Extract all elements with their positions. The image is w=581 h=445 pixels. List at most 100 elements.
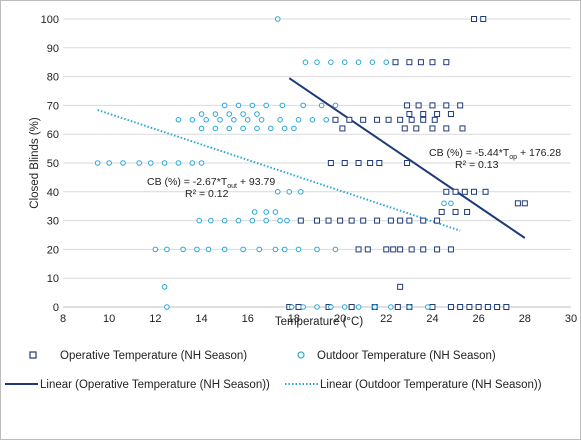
outdoor-point xyxy=(162,161,167,166)
outdoor-point xyxy=(407,305,412,310)
operative-point xyxy=(515,201,520,206)
operative-point xyxy=(439,209,444,214)
operative-point xyxy=(430,126,435,131)
outdoor-point xyxy=(280,103,285,108)
y-tick-label: 10 xyxy=(47,273,59,285)
outdoor-point xyxy=(162,285,167,290)
outdoor-point xyxy=(250,103,255,108)
outdoor-point xyxy=(442,201,447,206)
legend-operative-linear-label: Linear (Operative Temperature (NH Season… xyxy=(40,379,270,391)
operative-point xyxy=(296,305,301,310)
outdoor-point xyxy=(206,247,211,252)
outdoor-point xyxy=(227,112,232,117)
operative-point xyxy=(444,103,449,108)
outdoor-point xyxy=(190,118,195,123)
x-axis-title: Temperature (°C) xyxy=(275,316,363,328)
operative-point xyxy=(458,305,463,310)
operative-point xyxy=(448,305,453,310)
outdoor-point xyxy=(241,112,246,117)
x-tick-label: 8 xyxy=(60,313,66,325)
outdoor-point xyxy=(342,60,347,65)
operative-point xyxy=(435,247,440,252)
outdoor-point xyxy=(384,60,389,65)
outdoor-point xyxy=(264,210,269,215)
outdoor-point xyxy=(301,305,306,310)
operative-point xyxy=(444,60,449,65)
operative-point xyxy=(333,117,338,122)
operative-point xyxy=(356,247,361,252)
y-tick-label: 80 xyxy=(47,72,59,84)
outdoor-point xyxy=(257,247,262,252)
outdoor-point xyxy=(208,218,213,223)
outdoor-point xyxy=(190,161,195,166)
operative-point xyxy=(365,247,370,252)
operative-point xyxy=(393,60,398,65)
x-tick-label: 28 xyxy=(519,313,531,325)
outdoor-point xyxy=(241,126,246,131)
operative-point xyxy=(326,218,331,223)
x-tick-label: 14 xyxy=(195,313,207,325)
operative-point xyxy=(453,209,458,214)
operative-point xyxy=(375,218,380,223)
outdoor-point xyxy=(287,190,292,195)
operative-point xyxy=(462,189,467,194)
x-tick-label: 12 xyxy=(149,313,161,325)
x-tick-label: 22 xyxy=(380,313,392,325)
outdoor-point xyxy=(370,60,375,65)
operative-point xyxy=(409,247,414,252)
outdoor-point xyxy=(204,118,209,123)
y-tick-label: 0 xyxy=(53,302,59,314)
outdoor-point xyxy=(342,305,347,310)
y-tick-label: 50 xyxy=(47,158,59,170)
outdoor-point xyxy=(315,305,320,310)
outdoor-point xyxy=(165,305,170,310)
outdoor-point xyxy=(275,190,280,195)
y-axis-title: Closed Blinds (%) xyxy=(29,117,41,209)
operative-point xyxy=(395,305,400,310)
outdoor-point xyxy=(148,161,153,166)
operative-point xyxy=(361,117,366,122)
outdoor-point xyxy=(199,112,204,117)
operative-point xyxy=(368,161,373,166)
operative-point xyxy=(315,218,320,223)
outdoor-point xyxy=(176,161,181,166)
operative-point xyxy=(448,112,453,117)
operative-point xyxy=(472,17,477,22)
operative-point xyxy=(421,112,426,117)
operative-point xyxy=(432,117,437,122)
outdoor-point xyxy=(282,247,287,252)
operative-point xyxy=(375,117,380,122)
operative-point xyxy=(342,161,347,166)
operative-point xyxy=(405,103,410,108)
operative-point xyxy=(465,209,470,214)
outdoor-point xyxy=(303,60,308,65)
y-tick-label: 70 xyxy=(47,100,59,112)
operative-point xyxy=(444,126,449,131)
outdoor-point xyxy=(165,247,170,252)
operative-point xyxy=(460,126,465,131)
outdoor-point xyxy=(153,247,158,252)
outdoor-point xyxy=(259,118,264,123)
x-tick-label: 26 xyxy=(473,313,485,325)
outdoor-point xyxy=(324,118,329,123)
outdoor-point xyxy=(199,161,204,166)
outdoor-r2: R² = 0.12 xyxy=(185,188,229,200)
operative-point xyxy=(430,305,435,310)
operative-point xyxy=(398,218,403,223)
outdoor-point xyxy=(282,126,287,131)
operative-point xyxy=(522,201,527,206)
outdoor-point xyxy=(255,126,260,131)
outdoor-point xyxy=(275,17,280,22)
operative-point xyxy=(398,247,403,252)
outdoor-point xyxy=(269,126,274,131)
outdoor-point xyxy=(218,118,223,123)
outdoor-point xyxy=(213,112,218,117)
operative-point xyxy=(377,161,382,166)
y-tick-label: 100 xyxy=(41,14,59,26)
operative-point xyxy=(407,218,412,223)
y-tick-label: 60 xyxy=(47,129,59,141)
operative-point xyxy=(405,161,410,166)
